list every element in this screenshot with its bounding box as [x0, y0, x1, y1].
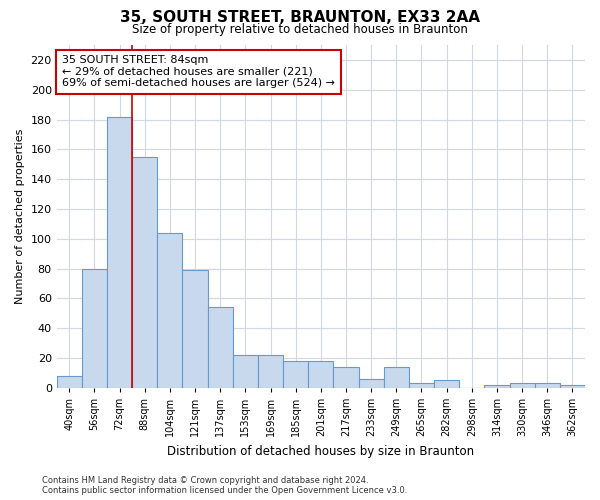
Text: Contains HM Land Registry data © Crown copyright and database right 2024.
Contai: Contains HM Land Registry data © Crown c…: [42, 476, 407, 495]
Bar: [359, 379, 384, 388]
Bar: [535, 384, 560, 388]
Bar: [409, 384, 434, 388]
Bar: [308, 361, 334, 388]
Bar: [283, 361, 308, 388]
Bar: [107, 116, 132, 388]
Bar: [560, 385, 585, 388]
Text: 35, SOUTH STREET, BRAUNTON, EX33 2AA: 35, SOUTH STREET, BRAUNTON, EX33 2AA: [120, 10, 480, 25]
Bar: [56, 376, 82, 388]
Y-axis label: Number of detached properties: Number of detached properties: [15, 128, 25, 304]
Bar: [157, 233, 182, 388]
Bar: [82, 268, 107, 388]
Bar: [182, 270, 208, 388]
Bar: [384, 367, 409, 388]
Bar: [258, 355, 283, 388]
Bar: [434, 380, 459, 388]
Bar: [509, 384, 535, 388]
Bar: [208, 308, 233, 388]
Text: Size of property relative to detached houses in Braunton: Size of property relative to detached ho…: [132, 22, 468, 36]
X-axis label: Distribution of detached houses by size in Braunton: Distribution of detached houses by size …: [167, 444, 475, 458]
Bar: [132, 157, 157, 388]
Text: 35 SOUTH STREET: 84sqm
← 29% of detached houses are smaller (221)
69% of semi-de: 35 SOUTH STREET: 84sqm ← 29% of detached…: [62, 56, 335, 88]
Bar: [334, 367, 359, 388]
Bar: [484, 385, 509, 388]
Bar: [233, 355, 258, 388]
